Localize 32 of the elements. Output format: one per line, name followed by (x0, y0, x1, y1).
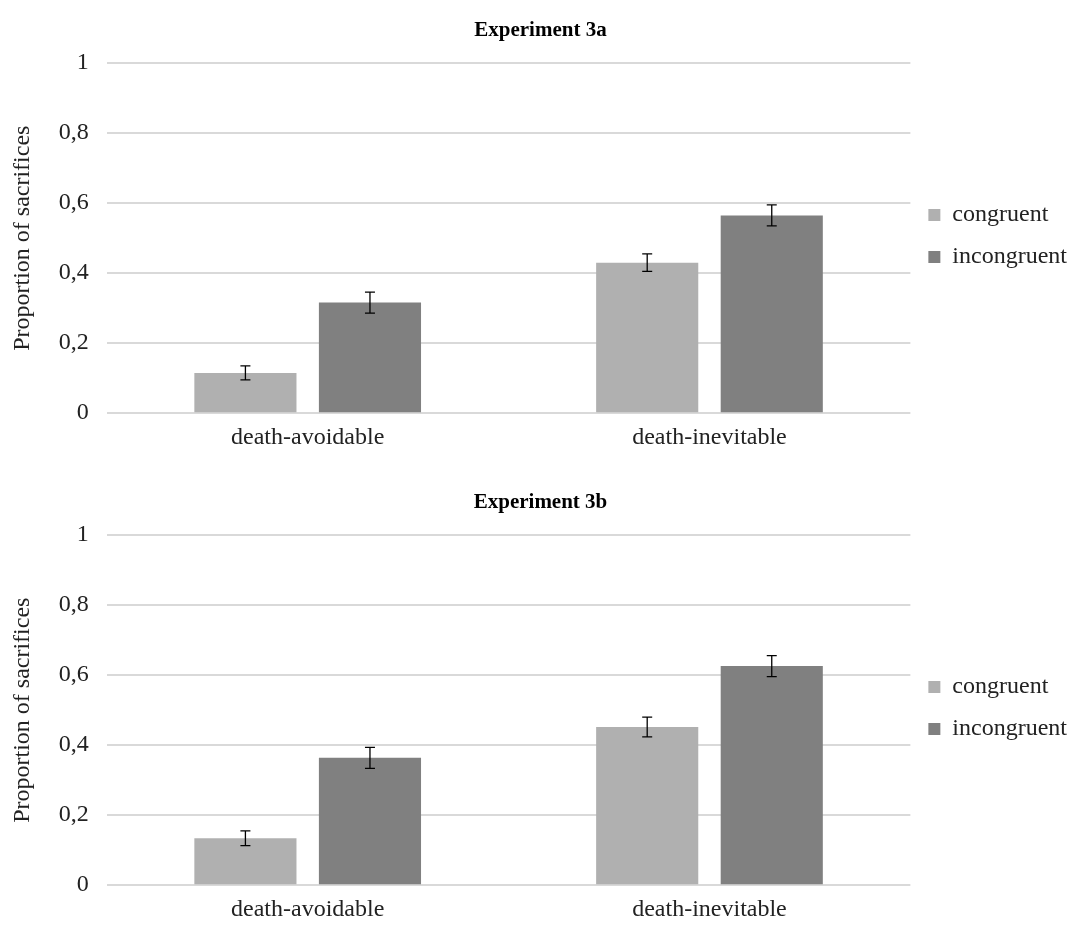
legend-label: congruent (952, 672, 1049, 699)
y-axis-title: Proportion of sacrifices (7, 597, 34, 823)
bar (194, 838, 297, 885)
y-tick-label: 0,4 (58, 730, 89, 757)
y-tick-label: 0,2 (58, 800, 89, 827)
bar (318, 302, 422, 413)
y-tick-label: 0,8 (58, 590, 89, 617)
chart-title: Experiment 3a (474, 17, 608, 42)
bar (318, 757, 422, 885)
y-tick-label: 0 (76, 870, 89, 897)
bar (596, 262, 699, 413)
bar (720, 215, 823, 413)
y-tick-label: 1 (76, 520, 89, 547)
x-tick-label: death-inevitable (632, 894, 787, 921)
x-tick-label: death-avoidable (231, 422, 385, 449)
y-tick-label: 0,2 (58, 328, 89, 355)
y-tick-label: 0,8 (58, 118, 89, 145)
y-tick-label: 0,6 (58, 660, 89, 687)
bar (720, 666, 823, 885)
y-tick-label: 0,4 (58, 258, 89, 285)
legend-label: incongruent (952, 242, 1068, 269)
y-tick-label: 1 (76, 48, 89, 75)
y-tick-label: 0,6 (58, 188, 89, 215)
x-tick-label: death-avoidable (231, 894, 385, 921)
legend-label: incongruent (952, 714, 1068, 741)
bar (194, 372, 297, 413)
y-axis-title: Proportion of sacrifices (7, 125, 34, 351)
chart-title: Experiment 3b (473, 489, 608, 514)
legend-label: congruent (952, 200, 1049, 227)
bar (596, 727, 699, 885)
x-tick-label: death-inevitable (632, 422, 787, 449)
y-tick-label: 0 (76, 398, 89, 425)
